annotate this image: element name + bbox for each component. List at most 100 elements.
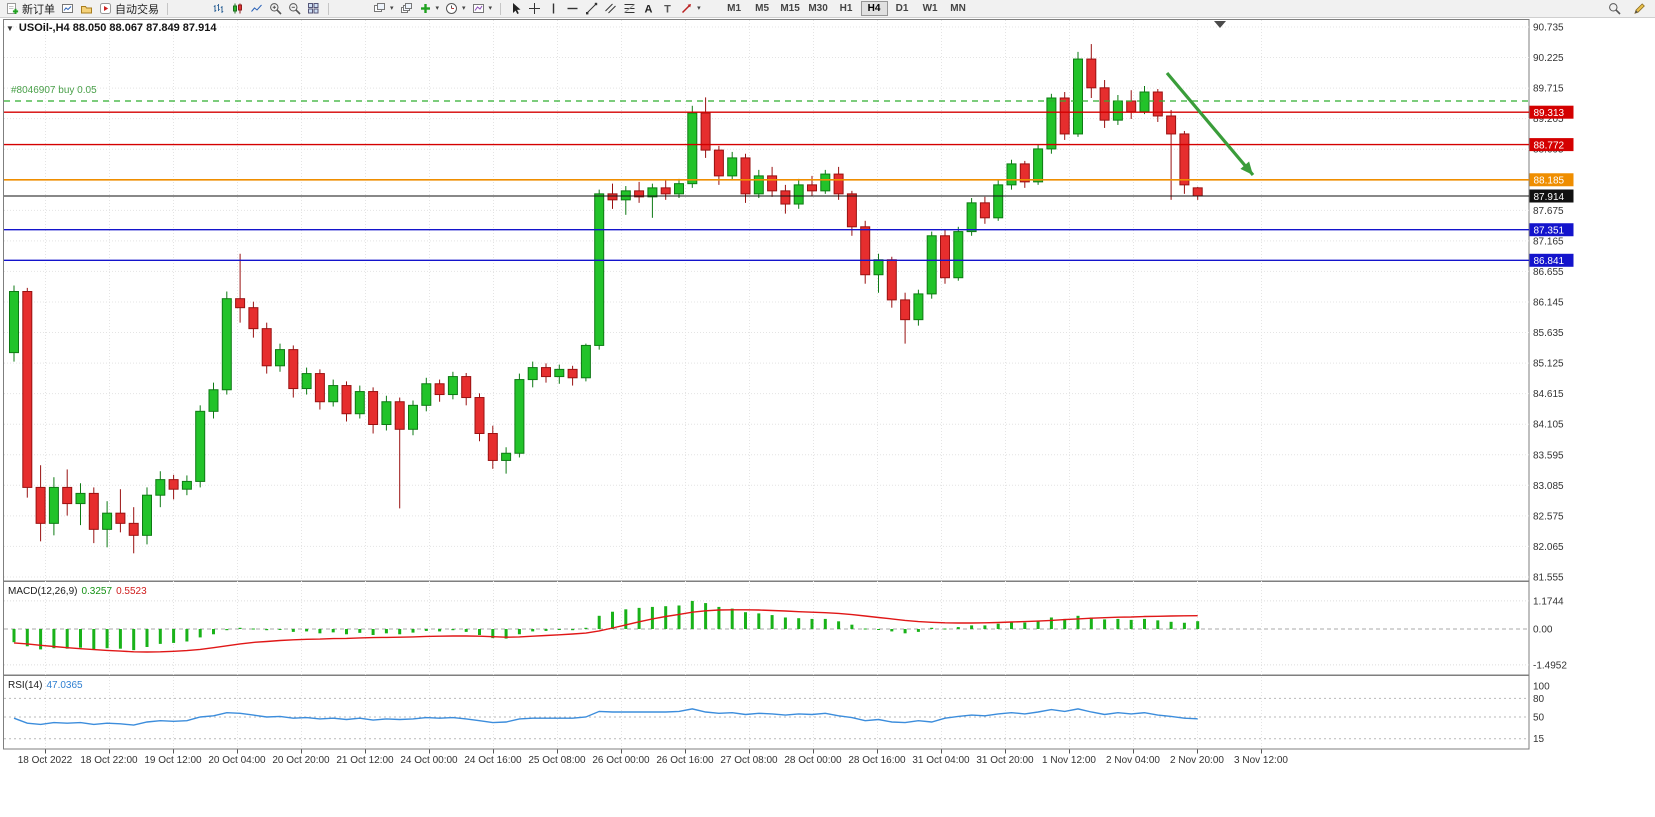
candle-body — [1099, 87, 1110, 121]
new-chart-button[interactable]: ▾ — [371, 1, 396, 16]
add-indicator-button[interactable]: ▾ — [417, 1, 442, 16]
macd-histogram-bar — [730, 608, 734, 629]
toolbar-separator — [328, 2, 329, 15]
candle-body — [753, 175, 764, 195]
candlesticks-icon — [233, 3, 242, 14]
timeframe-button-mn[interactable]: MN — [945, 1, 972, 16]
candle-body — [554, 368, 565, 378]
macd-histogram-bar — [79, 629, 82, 648]
trendline-tool-button[interactable] — [583, 1, 600, 16]
cursor-tool-button[interactable] — [507, 1, 524, 16]
profiles-button[interactable] — [78, 1, 95, 16]
line-chart-mode-button[interactable] — [248, 1, 265, 16]
rsi-panel[interactable] — [3, 675, 1530, 750]
time-axis-label: 25 Oct 08:00 — [528, 755, 586, 766]
macd-histogram-bar — [1103, 619, 1107, 629]
macd-histogram-bar — [890, 629, 894, 632]
new-order-button[interactable]: 新订单 — [4, 1, 57, 16]
macd-histogram-bar — [1049, 617, 1053, 629]
trend-arrow-line[interactable] — [1165, 71, 1255, 177]
timeframe-button-w1[interactable]: W1 — [917, 1, 944, 16]
macd-histogram-bar — [863, 628, 867, 630]
timeframe-button-m1[interactable]: M1 — [721, 1, 748, 16]
timeframe-button-h4[interactable]: H4 — [860, 1, 888, 16]
macd-histogram-bar — [225, 629, 229, 631]
zoom-out-button[interactable] — [286, 1, 303, 16]
crosshair-icon — [529, 3, 541, 14]
timeframe-button-m30[interactable]: M30 — [805, 1, 832, 16]
candle-body — [1179, 133, 1190, 186]
macd-histogram-bar — [956, 627, 960, 629]
time-axis-label: 1 Nov 12:00 — [1042, 755, 1096, 766]
timeframe-button-d1[interactable]: D1 — [889, 1, 916, 16]
candle-body — [873, 259, 884, 276]
horizontal-line-tool-button[interactable] — [564, 1, 581, 16]
macd-histogram-bar — [291, 629, 295, 632]
text-tool-button[interactable]: A — [640, 1, 657, 16]
candle-body — [88, 492, 99, 530]
price-tick-label: 82.575 — [1533, 511, 1564, 522]
trend-arrow-head[interactable] — [1240, 161, 1253, 176]
periods-button[interactable]: ▾ — [443, 1, 468, 16]
price-tick-label: 87.165 — [1533, 236, 1564, 247]
vertical-line-icon — [552, 3, 555, 14]
candle-body — [115, 512, 126, 524]
timeframe-button-h1[interactable]: H1 — [833, 1, 860, 16]
price-tick-label: 90.225 — [1533, 53, 1564, 64]
candle-body — [248, 307, 259, 330]
crosshair-tool-button[interactable] — [526, 1, 543, 16]
candle-body — [807, 184, 817, 192]
price-badge — [1529, 105, 1574, 119]
macd-panel[interactable] — [3, 581, 1530, 676]
candle-body — [993, 184, 1004, 219]
arrange-windows-button[interactable] — [398, 1, 415, 16]
candle-body — [221, 298, 232, 391]
candle-body — [1019, 163, 1030, 183]
candle-body — [913, 293, 924, 321]
price-tick-label: 90.735 — [1533, 23, 1564, 34]
tile-windows-button[interactable] — [305, 1, 322, 16]
time-axis-label: 27 Oct 08:00 — [720, 755, 778, 766]
macd-histogram-bar — [571, 629, 575, 631]
macd-histogram-bar — [451, 629, 455, 631]
edit-button[interactable] — [1631, 1, 1648, 16]
chart-shift-marker[interactable] — [1214, 21, 1226, 28]
macd-histogram-bar — [943, 628, 947, 630]
candle-body — [594, 193, 605, 346]
candle-body — [1006, 163, 1017, 186]
arrows-tool-button[interactable]: ▾ — [678, 1, 703, 16]
candlestick-mode-button[interactable] — [229, 1, 246, 16]
macd-indicator-label: MACD(12,26,9) 0.3257 0.5523 — [8, 586, 147, 597]
channel-tool-button[interactable] — [602, 1, 619, 16]
templates-button[interactable]: ▾ — [470, 1, 495, 16]
candle-body — [22, 291, 33, 488]
candle-body — [288, 349, 299, 390]
search-icon — [1609, 3, 1621, 15]
macd-histogram-bar — [438, 629, 442, 632]
chart-window-button[interactable] — [59, 1, 76, 16]
candle-body — [102, 512, 113, 530]
timeframe-button-m15[interactable]: M15 — [777, 1, 804, 16]
vertical-line-tool-button[interactable] — [545, 1, 562, 16]
main-chart-panel[interactable] — [3, 19, 1530, 582]
candle-body — [926, 235, 937, 295]
fibonacci-tool-button[interactable] — [621, 1, 638, 16]
macd-histogram-bar — [597, 615, 601, 629]
price-badge — [1529, 253, 1574, 267]
timeframe-button-m5[interactable]: M5 — [749, 1, 776, 16]
bar-chart-mode-button[interactable] — [210, 1, 227, 16]
candle-body — [235, 298, 246, 309]
candle-body — [155, 479, 166, 496]
zoom-in-button[interactable] — [267, 1, 284, 16]
macd-histogram-bar — [491, 629, 495, 639]
text-label-tool-button[interactable]: T — [659, 1, 676, 16]
macd-histogram-bar — [118, 629, 122, 649]
macd-signal-line — [13, 609, 1198, 653]
candle-body — [793, 184, 804, 205]
candle-body — [501, 452, 512, 461]
auto-trading-button[interactable]: 自动交易 — [97, 1, 161, 16]
search-button[interactable] — [1606, 1, 1623, 16]
macd-histogram-bar — [624, 609, 628, 629]
collapse-chart-icon[interactable]: ▼ — [6, 23, 14, 33]
